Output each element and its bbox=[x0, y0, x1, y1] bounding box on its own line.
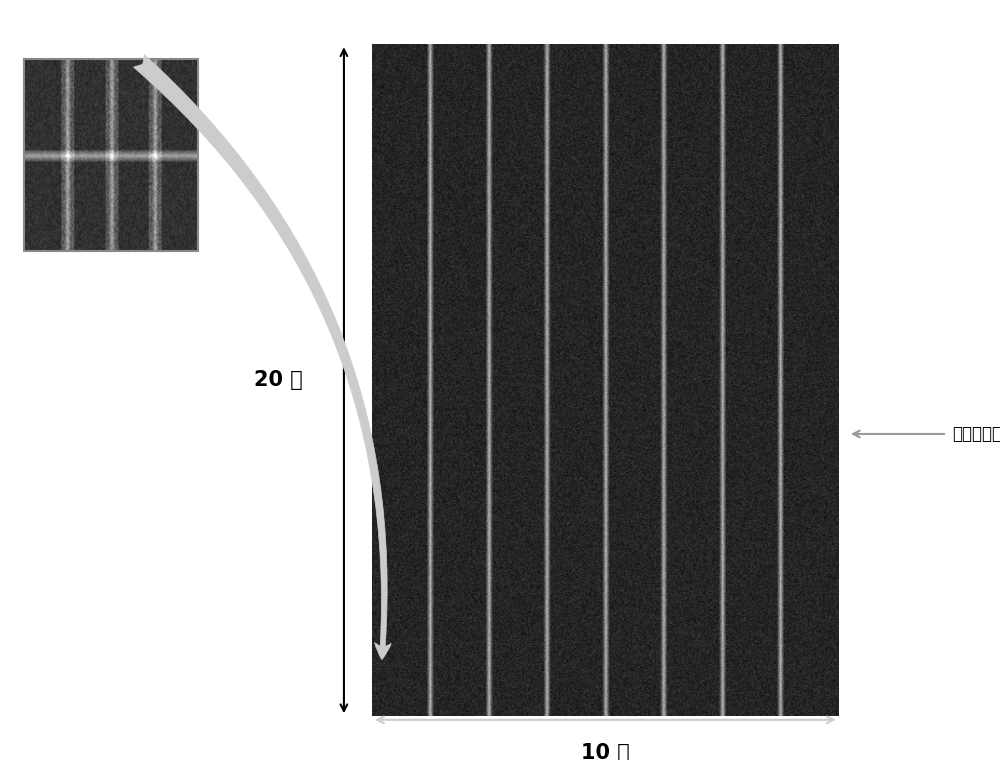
Text: 20 米: 20 米 bbox=[254, 370, 302, 390]
Bar bbox=[24, 59, 198, 251]
Text: 10 米: 10 米 bbox=[581, 743, 630, 760]
Text: 施底肥的沟: 施底肥的沟 bbox=[952, 425, 1000, 443]
